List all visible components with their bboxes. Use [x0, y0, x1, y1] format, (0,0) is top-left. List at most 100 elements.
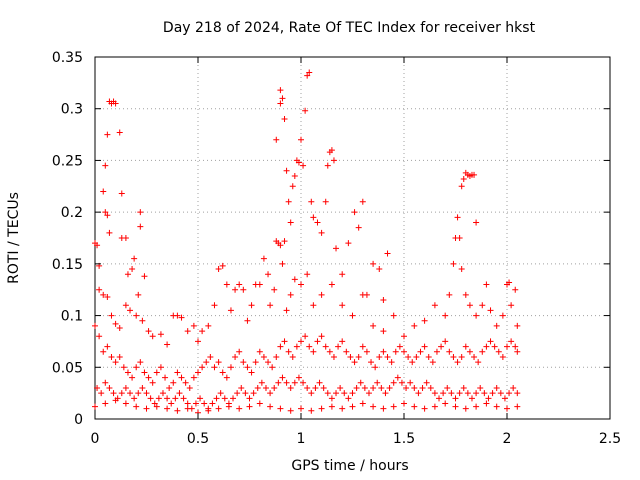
data-point [413, 353, 420, 360]
data-point [118, 190, 125, 197]
data-point [363, 348, 370, 355]
data-point [227, 307, 234, 314]
data-point [466, 348, 473, 355]
data-point [328, 403, 335, 410]
data-point [442, 400, 449, 407]
data-point [238, 384, 245, 391]
data-point [316, 379, 323, 386]
data-point [483, 343, 490, 350]
data-point [351, 209, 358, 216]
data-point [483, 400, 490, 407]
data-point [458, 353, 465, 360]
data-point [199, 328, 206, 335]
data-point [452, 395, 459, 402]
data-point [431, 390, 438, 397]
data-point [308, 390, 315, 397]
data-point [380, 328, 387, 335]
data-point [388, 359, 395, 366]
data-point [456, 235, 463, 241]
data-point [145, 328, 152, 335]
data-point [355, 353, 362, 360]
data-point [473, 403, 480, 410]
data-point [330, 353, 337, 360]
data-point [116, 129, 123, 136]
data-point [477, 384, 484, 391]
data-point [277, 242, 284, 249]
data-point [300, 379, 307, 386]
data-point [281, 338, 288, 345]
data-point [339, 302, 346, 309]
data-point [403, 384, 410, 391]
data-point [310, 348, 317, 355]
data-point [349, 312, 356, 319]
data-point [495, 348, 502, 355]
plot-frame [94, 56, 611, 420]
data-point [265, 271, 272, 278]
data-point [260, 353, 267, 360]
data-point [444, 384, 451, 391]
data-point [401, 348, 407, 355]
data-point [510, 384, 517, 391]
data-point [427, 384, 434, 391]
data-point [370, 322, 377, 329]
data-point [458, 266, 465, 273]
data-point [135, 291, 142, 298]
data-point [116, 353, 123, 360]
data-point [489, 390, 496, 397]
data-point [508, 338, 515, 345]
data-point [318, 229, 325, 236]
data-point [246, 403, 253, 410]
data-point [176, 390, 183, 397]
data-point [493, 322, 500, 329]
data-point [287, 219, 294, 226]
data-point [370, 403, 377, 410]
x-tick-label: 0.5 [187, 431, 209, 447]
data-point [436, 395, 443, 402]
data-point [164, 341, 171, 348]
data-point [104, 131, 111, 138]
data-point [335, 343, 342, 350]
data-point [359, 343, 366, 350]
data-point [504, 343, 510, 350]
data-point [497, 390, 504, 397]
data-point [94, 384, 101, 391]
data-point [285, 348, 292, 355]
data-point [401, 400, 407, 407]
data-point [328, 147, 335, 154]
data-point [298, 136, 304, 143]
data-point [143, 390, 150, 397]
x-tick-label: 2 [503, 431, 512, 447]
data-point [359, 198, 366, 205]
data-point [429, 359, 436, 366]
data-point [462, 291, 469, 298]
x-tick-label: 0 [91, 431, 100, 447]
data-points [92, 69, 521, 416]
data-point [460, 176, 467, 183]
data-point [466, 302, 473, 309]
data-point [458, 183, 465, 190]
y-tick-label: 0.1 [61, 309, 83, 325]
data-point [104, 343, 111, 350]
data-point [322, 343, 329, 350]
data-point [122, 302, 129, 309]
data-point [298, 281, 304, 288]
data-point [450, 353, 457, 360]
data-point [122, 384, 129, 391]
data-point [159, 390, 166, 397]
data-point [359, 291, 366, 298]
data-point [203, 359, 210, 366]
data-point [448, 390, 455, 397]
data-point [473, 312, 480, 319]
data-point [423, 379, 430, 386]
data-point [244, 317, 251, 324]
y-tick-label: 0.35 [52, 50, 83, 66]
data-point [283, 379, 290, 386]
data-point [351, 359, 358, 366]
data-point [324, 390, 331, 397]
data-point [122, 235, 129, 241]
data-point [285, 198, 292, 205]
data-point [442, 312, 449, 319]
data-point [227, 364, 234, 371]
data-point [304, 72, 311, 79]
